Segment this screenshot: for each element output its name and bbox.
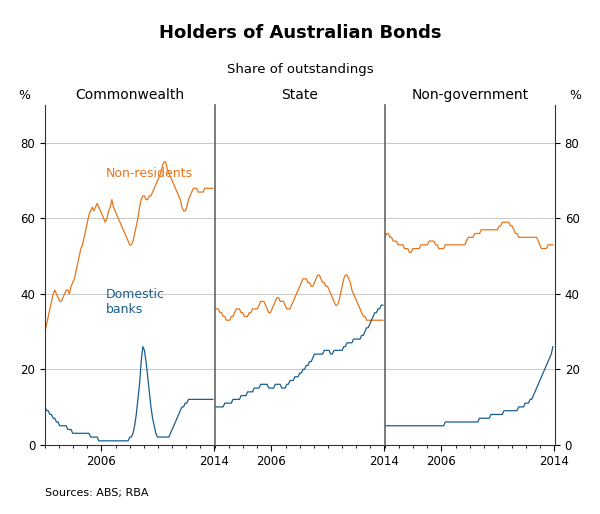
Text: Sources: ABS; RBA: Sources: ABS; RBA: [45, 488, 149, 499]
Text: Domestic
banks: Domestic banks: [106, 288, 165, 316]
Text: Share of outstandings: Share of outstandings: [227, 63, 373, 76]
Text: Holders of Australian Bonds: Holders of Australian Bonds: [159, 24, 441, 43]
Text: Non-residents: Non-residents: [106, 167, 193, 180]
Text: Non-government: Non-government: [412, 88, 529, 102]
Text: Commonwealth: Commonwealth: [76, 88, 185, 102]
Text: State: State: [281, 88, 319, 102]
Text: %: %: [569, 89, 581, 102]
Text: %: %: [19, 89, 31, 102]
